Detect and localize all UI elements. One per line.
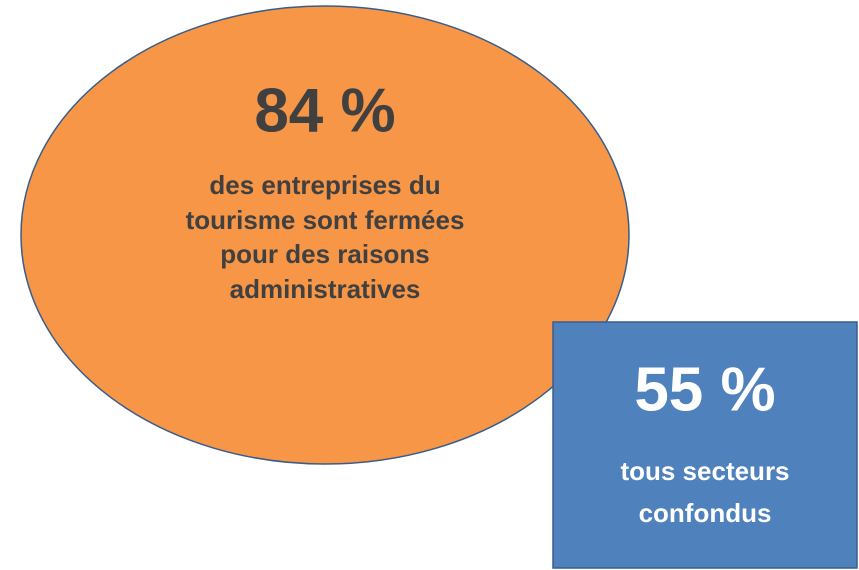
ellipse-text-line: pour des raisons — [220, 239, 430, 269]
orange-ellipse — [20, 5, 630, 465]
box-text-line: confondus — [639, 498, 772, 528]
blue-box — [552, 321, 858, 569]
ellipse-text-line: des entreprises du — [209, 170, 440, 200]
ellipse-headline: 84 % — [254, 76, 395, 145]
box-headline: 55 % — [634, 355, 775, 424]
ellipse-text-line: administratives — [230, 274, 421, 304]
ellipse-text-line: tourisme sont fermées — [186, 205, 465, 235]
box-text-line: tous secteurs — [620, 456, 789, 486]
